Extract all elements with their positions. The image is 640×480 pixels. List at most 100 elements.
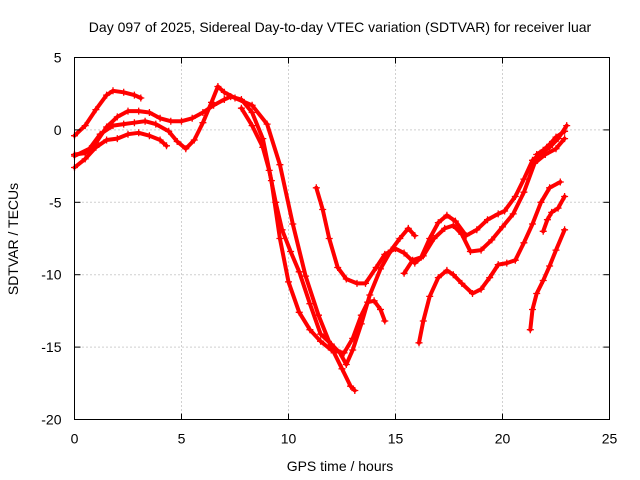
data-point-marker <box>419 317 427 325</box>
data-point-marker <box>327 340 335 348</box>
data-point-marker <box>319 206 327 213</box>
data-point-marker <box>347 382 355 390</box>
data-point-marker <box>156 136 164 144</box>
data-point-marker <box>182 145 190 153</box>
series-track-9 <box>528 227 567 332</box>
data-point-marker <box>392 245 399 253</box>
data-point-marker <box>387 246 395 254</box>
data-point-marker <box>96 130 104 138</box>
data-point-marker <box>449 271 457 279</box>
data-point-marker <box>315 311 322 319</box>
data-point-marker <box>289 220 297 228</box>
data-point-marker <box>526 326 534 334</box>
data-point-marker <box>312 184 320 192</box>
data-point-marker <box>486 274 494 282</box>
series-track-10 <box>541 194 567 234</box>
data-point-marker <box>317 330 325 338</box>
data-point-marker <box>477 285 485 293</box>
data-point-marker <box>537 198 545 206</box>
data-point-marker <box>561 226 569 234</box>
data-point-marker <box>552 133 560 141</box>
x-tick-label: 0 <box>71 431 79 447</box>
data-point-marker <box>443 211 451 219</box>
data-point-marker <box>494 210 502 218</box>
data-point-marker <box>377 306 384 313</box>
data-point-marker <box>272 198 280 206</box>
data-point-marker <box>396 235 404 242</box>
data-point-marker <box>370 297 378 305</box>
series-track-6 <box>314 136 567 286</box>
data-point-marker <box>156 114 164 122</box>
series-track-4 <box>72 84 357 393</box>
data-point-marker <box>349 346 357 354</box>
data-point-marker <box>287 248 295 255</box>
data-point-marker <box>511 193 519 200</box>
data-point-marker <box>381 317 389 325</box>
data-point-marker <box>349 334 357 342</box>
data-point-marker <box>520 188 528 196</box>
data-point-marker <box>400 249 408 257</box>
data-point-marker <box>353 279 361 287</box>
data-point-marker <box>248 109 256 116</box>
data-point-marker <box>295 308 303 316</box>
data-point-marker <box>124 107 132 115</box>
y-tick-label: -20 <box>41 412 61 428</box>
data-point-marker <box>295 268 303 276</box>
data-point-marker <box>285 278 292 286</box>
series-track-7 <box>417 180 563 345</box>
data-point-marker <box>501 207 509 215</box>
data-point-marker <box>248 101 256 109</box>
data-point-marker <box>81 122 89 130</box>
data-point-marker <box>529 306 536 313</box>
data-point-marker <box>336 349 344 357</box>
data-point-marker <box>484 216 491 224</box>
data-point-marker <box>366 291 374 299</box>
data-point-marker <box>248 122 256 130</box>
data-point-marker <box>400 269 408 277</box>
data-point-marker <box>520 239 528 247</box>
data-point-marker <box>265 166 273 174</box>
data-point-marker <box>86 145 93 153</box>
data-point-marker <box>509 210 517 218</box>
x-tick-label: 5 <box>178 431 186 447</box>
data-point-marker <box>325 235 333 242</box>
data-point-marker <box>130 91 138 99</box>
data-point-marker <box>92 106 100 114</box>
data-point-marker <box>259 135 267 143</box>
data-point-marker <box>533 151 541 158</box>
data-point-marker <box>167 117 175 125</box>
data-point-marker <box>539 146 547 154</box>
data-point-marker <box>190 136 198 144</box>
data-point-marker <box>165 127 173 135</box>
data-point-marker <box>409 256 417 264</box>
axis-ticks: 0 5 10 15 20 25 -20 -15 -10 -5 0 5 <box>41 50 617 447</box>
data-point-marker <box>381 250 389 258</box>
data-point-marker <box>561 135 569 143</box>
data-point-marker <box>267 177 275 185</box>
data-point-marker <box>220 88 228 96</box>
data-point-marker <box>357 320 365 328</box>
data-point-marker <box>342 275 350 283</box>
data-point-marker <box>548 208 556 216</box>
data-point-marker <box>546 140 554 148</box>
data-point-marker <box>362 279 369 287</box>
data-point-marker <box>188 114 196 122</box>
data-point-marker <box>113 135 121 143</box>
data-point-marker <box>364 298 372 306</box>
data-point-marker <box>81 155 89 163</box>
data-point-marker <box>317 337 325 345</box>
y-tick-label: -5 <box>49 194 62 210</box>
data-point-marker <box>561 127 569 135</box>
x-tick-label: 25 <box>602 431 618 447</box>
data-markers <box>71 83 571 394</box>
data-point-marker <box>554 204 562 212</box>
data-point-marker <box>145 109 153 116</box>
data-point-marker <box>357 311 365 319</box>
data-point-marker <box>529 220 536 228</box>
data-point-marker <box>302 272 310 280</box>
data-point-marker <box>103 91 111 99</box>
data-point-marker <box>278 226 286 234</box>
data-point-marker <box>199 109 207 116</box>
data-point-marker <box>152 120 160 128</box>
